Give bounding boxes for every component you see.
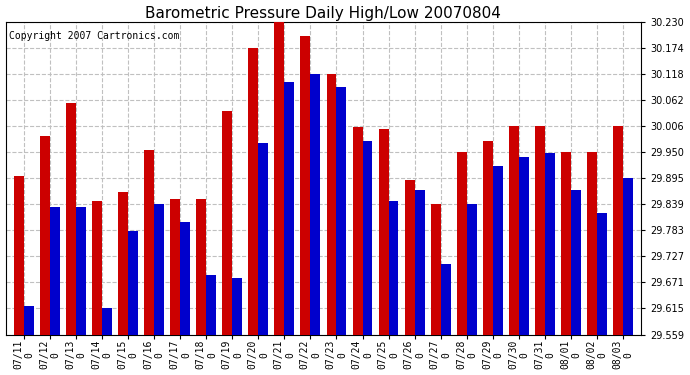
Bar (233, 278, 242, 334)
Bar (561, 152, 571, 334)
Bar (535, 126, 545, 335)
Bar (545, 153, 555, 334)
Bar (337, 87, 346, 334)
Bar (405, 180, 415, 334)
Bar (170, 199, 180, 334)
Bar (92, 201, 102, 334)
Text: Copyright 2007 Cartronics.com: Copyright 2007 Cartronics.com (9, 31, 179, 41)
Bar (441, 264, 451, 334)
Title: Barometric Pressure Daily High/Low 20070804: Barometric Pressure Daily High/Low 20070… (146, 6, 502, 21)
Bar (248, 48, 258, 334)
Bar (587, 152, 597, 334)
Bar (284, 82, 294, 334)
Bar (50, 207, 60, 334)
Bar (40, 136, 50, 334)
Bar (76, 207, 86, 334)
Bar (310, 74, 320, 334)
Bar (206, 275, 216, 334)
Bar (275, 22, 284, 334)
Bar (379, 129, 388, 334)
Bar (66, 103, 76, 334)
Bar (415, 189, 424, 334)
Bar (388, 201, 398, 334)
Bar (493, 166, 503, 334)
Bar (519, 157, 529, 334)
Bar (353, 127, 362, 335)
Bar (483, 141, 493, 334)
Bar (623, 178, 633, 334)
Bar (180, 222, 190, 334)
Bar (509, 126, 519, 335)
Bar (597, 213, 607, 334)
Bar (14, 176, 23, 334)
Bar (154, 204, 164, 334)
Bar (258, 143, 268, 334)
Bar (144, 150, 154, 334)
Bar (102, 308, 112, 334)
Bar (326, 74, 337, 334)
Bar (431, 204, 441, 334)
Bar (457, 152, 466, 334)
Bar (23, 306, 34, 334)
Bar (571, 189, 581, 334)
Bar (196, 199, 206, 334)
Bar (222, 111, 233, 334)
Bar (128, 231, 138, 334)
Bar (613, 126, 623, 335)
Bar (362, 141, 373, 334)
Bar (301, 36, 310, 334)
Bar (118, 192, 128, 334)
Bar (466, 204, 477, 334)
